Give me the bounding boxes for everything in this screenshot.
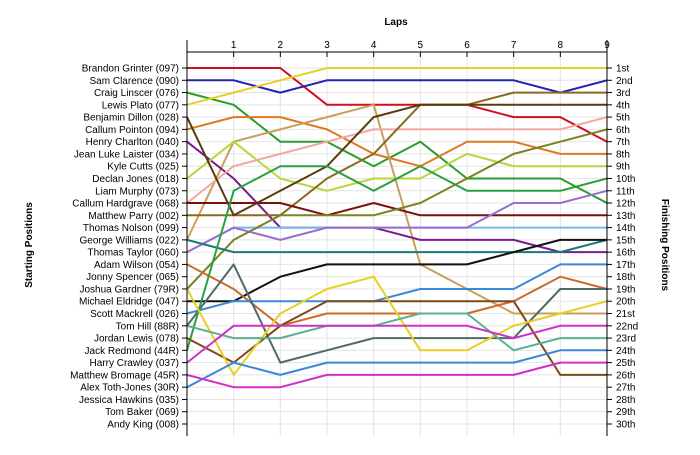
starting-position-label: Craig Linscer (076)	[94, 88, 179, 99]
finishing-position-label: 2nd	[616, 76, 633, 87]
finishing-position-label: 25th	[616, 358, 635, 369]
series-line-21	[186, 165, 608, 351]
finishing-position-label: 15th	[616, 235, 635, 246]
finishing-position-label: 16th	[616, 248, 635, 259]
series-line-27	[186, 361, 607, 389]
series-line-13	[186, 189, 608, 253]
starting-position-label: Alex Toth-Jones (30R)	[80, 383, 179, 394]
finishing-position-label: 26th	[616, 370, 635, 381]
x-tick-label: 9	[604, 40, 610, 51]
x-tick-label: 3	[324, 40, 330, 51]
finishing-position-label: 9th	[616, 162, 630, 173]
finishing-position-label: 4th	[616, 100, 630, 111]
series-line-19	[186, 263, 607, 315]
starting-position-label: Liam Murphy (073)	[95, 186, 179, 197]
starting-position-label: Callum Hardgrave (068)	[72, 199, 179, 210]
starting-position-label: Harry Crawley (037)	[90, 358, 179, 369]
starting-position-label: Brandon Grinter (097)	[82, 64, 179, 75]
finishing-position-label: 23rd	[616, 334, 636, 345]
x-tick-label: 6	[464, 40, 470, 51]
x-tick-label: 7	[511, 40, 517, 51]
finishing-position-label: 6th	[616, 125, 630, 136]
series-line-4	[186, 67, 607, 106]
x-tick-label: 4	[371, 40, 377, 51]
x-tick-label: 8	[558, 40, 564, 51]
series-line-14	[186, 103, 607, 217]
finishing-position-label: 27th	[616, 383, 635, 394]
finishing-position-label: 1st	[616, 64, 630, 75]
starting-position-label: Andy King (008)	[107, 420, 179, 431]
series-line-10	[187, 91, 607, 217]
finishing-position-label: 5th	[616, 113, 630, 124]
finishing-position-label: 7th	[616, 137, 630, 148]
starting-position-label: Joshua Gardner (79R)	[80, 284, 180, 295]
finishing-position-label: 30th	[616, 420, 635, 431]
finishing-position-label: 14th	[616, 223, 635, 234]
grid-layer	[187, 40, 608, 436]
starting-position-label: Thomas Nolson (099)	[83, 223, 179, 234]
series-line-24	[186, 312, 607, 352]
starting-position-label: Jonny Spencer (065)	[86, 272, 179, 283]
x-tick-label: 5	[418, 40, 424, 51]
finishing-position-label: 13th	[616, 211, 635, 222]
finishing-position-label: 8th	[616, 149, 630, 160]
starting-position-label: Tom Hill (88R)	[116, 321, 179, 332]
series-line-3	[186, 91, 608, 204]
finishing-position-label: 24th	[616, 346, 635, 357]
starting-position-label: Tom Baker (069)	[105, 407, 179, 418]
axis-layer: 1 2 3 4 5 6 7 8 9 Brandon Grinter (097)Sam Claren…	[70, 40, 638, 436]
starting-position-label: Matthew Bromage (45R)	[70, 370, 179, 381]
starting-position-label: Scott Mackrell (026)	[90, 309, 179, 320]
y-axis-title-right: Finishing Positions	[659, 199, 670, 292]
series-layer	[186, 67, 608, 389]
x-axis-title: Laps	[384, 17, 408, 28]
starting-position-label: George Williams (022)	[80, 235, 179, 246]
finishing-position-label: 18th	[616, 272, 635, 283]
finishing-position-label: 12th	[616, 199, 635, 210]
series-line-20	[186, 263, 607, 364]
starting-position-label: Jordan Lewis (078)	[94, 334, 179, 345]
finishing-position-label: 11th	[616, 186, 635, 197]
starting-position-label: Henry Charlton (040)	[86, 137, 179, 148]
finishing-position-label: 20th	[616, 297, 635, 308]
starting-position-label: Jack Redmond (44R)	[85, 346, 179, 357]
series-line-1	[187, 67, 608, 143]
starting-position-label: Thomas Taylor (060)	[87, 248, 179, 259]
finishing-position-label: 19th	[616, 284, 635, 295]
finishing-position-label: 10th	[616, 174, 635, 185]
finishing-position-label: 28th	[616, 395, 635, 406]
series-line-25	[186, 324, 607, 364]
starting-position-label: Michael Eldridge (047)	[79, 297, 179, 308]
series-line-15	[186, 128, 608, 290]
series-line-23	[186, 275, 608, 376]
finishing-position-label: 3rd	[616, 88, 630, 99]
starting-position-label: Callum Pointon (094)	[85, 125, 179, 136]
finishing-position-label: 29th	[616, 407, 635, 418]
starting-position-label: Declan Jones (018)	[92, 174, 179, 185]
series-line-7	[186, 140, 607, 254]
series-line-17	[187, 238, 607, 303]
starting-position-label: Benjamin Dillon (028)	[83, 113, 179, 124]
starting-position-label: Jessica Hawkins (035)	[79, 395, 179, 406]
x-tick-label: 2	[278, 40, 284, 51]
starting-position-label: Sam Clarence (090)	[90, 76, 179, 87]
starting-position-label: Adam Wilson (054)	[94, 260, 179, 271]
series-line-16	[186, 238, 608, 254]
starting-position-label: Kyle Cutts (025)	[107, 162, 179, 173]
starting-position-label: Matthew Parry (002)	[88, 211, 179, 222]
series-line-26	[186, 349, 607, 389]
finishing-position-label: 17th	[616, 260, 635, 271]
starting-position-label: Jean Luke Laister (034)	[74, 149, 179, 160]
finishing-position-label: 22nd	[616, 321, 638, 332]
starting-position-label: Lewis Plato (077)	[102, 100, 179, 111]
y-axis-title-left: Starting Positions	[24, 202, 35, 288]
series-line-2	[187, 79, 608, 94]
x-tick-label: 1	[231, 40, 237, 51]
finishing-position-label: 21st	[616, 309, 635, 320]
